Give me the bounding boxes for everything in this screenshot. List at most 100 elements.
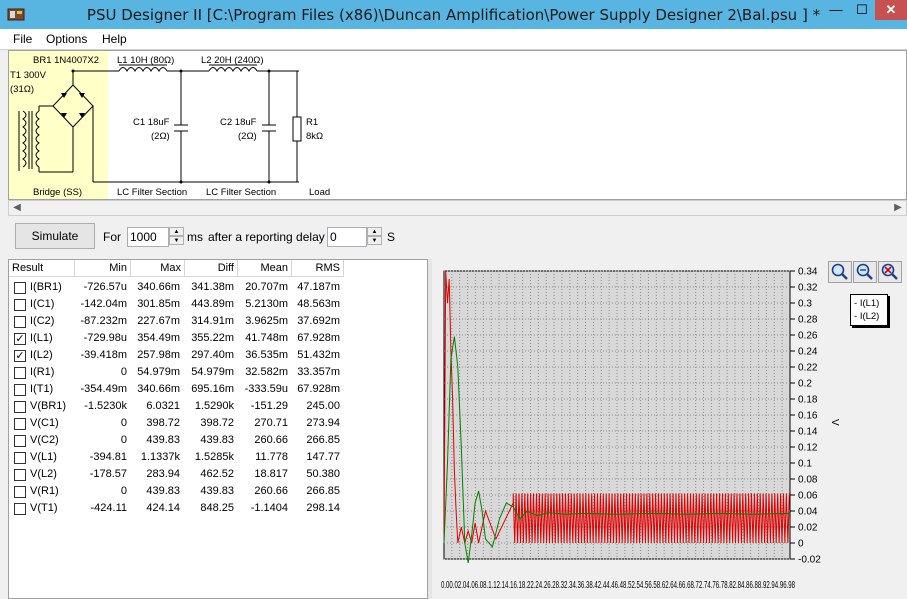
table-row[interactable]: I(T1) -354.49m 340.66m 695.16m -333.59u 67.92… (9, 381, 429, 398)
stepper-down-icon[interactable]: ▼ (169, 236, 184, 245)
table-row[interactable]: V(C1) 0 398.72 398.72 270.71 273.94 (9, 415, 429, 432)
y-tick-label: 0.28 (798, 315, 818, 326)
row-checkbox[interactable] (14, 435, 26, 447)
stepper-down-icon[interactable]: ▼ (367, 236, 382, 245)
y-tick-label: 0.22 (798, 363, 818, 374)
menu-bar: File Options Help (0, 29, 907, 50)
schematic-scrollbar[interactable]: ◀ ▶ (8, 200, 907, 216)
cell-max: 54.979m (137, 366, 180, 378)
cell-mean: 11.778 (255, 451, 288, 463)
stepper-up-icon[interactable]: ▲ (169, 227, 184, 236)
table-row[interactable]: V(C2) 0 439.83 439.83 260.66 266.85 (9, 432, 429, 449)
close-button[interactable]: ✕ (875, 0, 907, 20)
menu-help[interactable]: Help (102, 32, 127, 46)
table-row[interactable]: ✓ I(L1) -729.98u 354.49m 355.22m 41.748m 67.92… (9, 330, 429, 347)
table-row[interactable]: I(R1) 0 54.979m 54.979m 32.582m 33.357m (9, 364, 429, 381)
row-checkbox[interactable] (14, 367, 26, 379)
y-tick-label: 0.08 (798, 475, 818, 486)
cell-min: -1.5230k (84, 400, 127, 412)
cell-min: -178.57 (89, 468, 127, 480)
y-tick-label: 0.1 (798, 459, 812, 470)
table-row[interactable]: V(BR1) -1.5230k 6.0321 1.5290k -151.29 245.00 (9, 398, 429, 415)
cell-rms: 147.77 (306, 451, 340, 463)
cell-diff: 462.52 (200, 468, 234, 480)
transformer-label: T1 300V (10, 70, 46, 81)
row-checkbox[interactable] (14, 316, 26, 328)
duration-stepper[interactable]: ▲ ▼ (169, 227, 184, 245)
cell-diff: 1.5285k (194, 451, 234, 463)
y-tick-label: 0.14 (798, 427, 818, 438)
cell-diff: 1.5290k (194, 400, 234, 412)
zoom-reset-icon[interactable] (878, 261, 902, 283)
cell-min: -729.98u (83, 332, 127, 344)
resistor-r1-value: 8kΩ (306, 131, 324, 142)
row-checkbox[interactable] (14, 469, 26, 481)
row-checkbox[interactable] (14, 384, 26, 396)
row-checkbox[interactable] (14, 486, 26, 498)
scroll-left-icon[interactable]: ◀ (13, 202, 21, 213)
schematic-panel[interactable]: BR1 1N4007X2 T1 300V (31Ω) L1 10H (80Ω) … (8, 50, 907, 200)
delay-input[interactable]: 0 (327, 227, 367, 247)
window-title: PSU Designer II [C:\Program Files (x86)\… (86, 6, 821, 24)
y-tick-label: 0 (798, 539, 804, 550)
result-name: V(C1) (30, 417, 59, 429)
y-tick-label: 0.2 (798, 379, 812, 390)
col-max[interactable]: Max (131, 260, 185, 277)
row-checkbox[interactable] (14, 503, 26, 515)
table-row[interactable]: I(C2) -87.232m 227.67m 314.91m 3.9625m 37.692… (9, 313, 429, 330)
row-checkbox[interactable] (14, 299, 26, 311)
col-diff[interactable]: Diff (185, 260, 238, 277)
series-line-1 (443, 336, 791, 564)
row-checkbox[interactable] (14, 401, 26, 413)
cell-max: 340.66m (137, 383, 180, 395)
table-row[interactable]: ✓ I(L2) -39.418m 257.98m 297.40m 36.535m 51.43… (9, 347, 429, 364)
maximize-button[interactable]: ☐ (856, 2, 868, 17)
table-row[interactable]: V(R1) 0 439.83 439.83 260.66 266.85 (9, 483, 429, 500)
menu-file[interactable]: File (13, 32, 33, 46)
cell-mean: 36.535m (245, 349, 288, 361)
legend-item: - I(L1) (854, 298, 880, 309)
table-row[interactable]: V(T1) -424.11 424.14 848.25 -1.1404 298.14 (9, 500, 429, 517)
col-mean[interactable]: Mean (238, 260, 292, 277)
menu-options[interactable]: Options (46, 32, 88, 46)
y-tick-label: 0.16 (798, 411, 818, 422)
zoom-in-icon[interactable] (828, 261, 852, 283)
col-rms[interactable]: RMS (292, 260, 344, 277)
app-icon[interactable] (7, 6, 25, 22)
row-checkbox[interactable]: ✓ (14, 350, 26, 362)
cell-diff: 314.91m (191, 315, 234, 327)
result-name: I(L1) (30, 332, 53, 344)
scroll-right-icon[interactable]: ▶ (894, 202, 902, 213)
simulate-button[interactable]: Simulate (15, 223, 95, 249)
cell-max: 257.98m (137, 349, 180, 361)
table-row[interactable]: V(L1) -394.81 1.1337k 1.5285k 11.778 147.77 (9, 449, 429, 466)
current-chart[interactable]: 0.34 0.32 0.3 0.28 0.26 0.24 0.22 0.2 0.18 0.16 0.… (432, 259, 907, 599)
minimize-button[interactable]: — (829, 2, 843, 17)
table-row[interactable]: V(L2) -178.57 283.94 462.52 18.817 50.380 (9, 466, 429, 483)
row-checkbox[interactable]: ✓ (14, 333, 26, 345)
zoom-out-icon[interactable] (853, 261, 877, 283)
capacitor-c1-label: C1 18uF (133, 117, 170, 128)
result-name: V(L1) (30, 451, 57, 463)
cell-max: 227.67m (137, 315, 180, 327)
col-min[interactable]: Min (75, 260, 131, 277)
row-checkbox[interactable] (14, 452, 26, 464)
y-axis-label: V (829, 419, 840, 426)
row-checkbox[interactable] (14, 282, 26, 294)
stepper-up-icon[interactable]: ▲ (367, 227, 382, 236)
table-row[interactable]: I(C1) -142.04m 301.85m 443.89m 5.2130m 48.563… (9, 296, 429, 313)
panel-splitter[interactable] (428, 259, 432, 599)
duration-input[interactable]: 1000 (127, 227, 169, 247)
col-result[interactable]: Result (9, 260, 75, 277)
cell-diff: 848.25 (200, 502, 234, 514)
row-checkbox[interactable] (14, 418, 26, 430)
cell-min: 0 (120, 417, 127, 429)
cell-mean: 270.71 (254, 417, 288, 429)
delay-stepper[interactable]: ▲ ▼ (367, 227, 382, 245)
cell-min: 0 (120, 366, 127, 378)
result-name: V(BR1) (30, 400, 67, 412)
results-table[interactable]: Result Min Max Diff Mean RMS I(BR1) -726.… (8, 259, 428, 599)
graph-panel: 0.34 0.32 0.3 0.28 0.26 0.24 0.22 0.2 0.18 0.16 0.… (432, 259, 907, 599)
inductor-l2-label: L2 20H (240Ω) (201, 55, 264, 66)
table-row[interactable]: I(BR1) -726.57u 340.66m 341.38m 20.707m 47.18… (9, 279, 429, 296)
